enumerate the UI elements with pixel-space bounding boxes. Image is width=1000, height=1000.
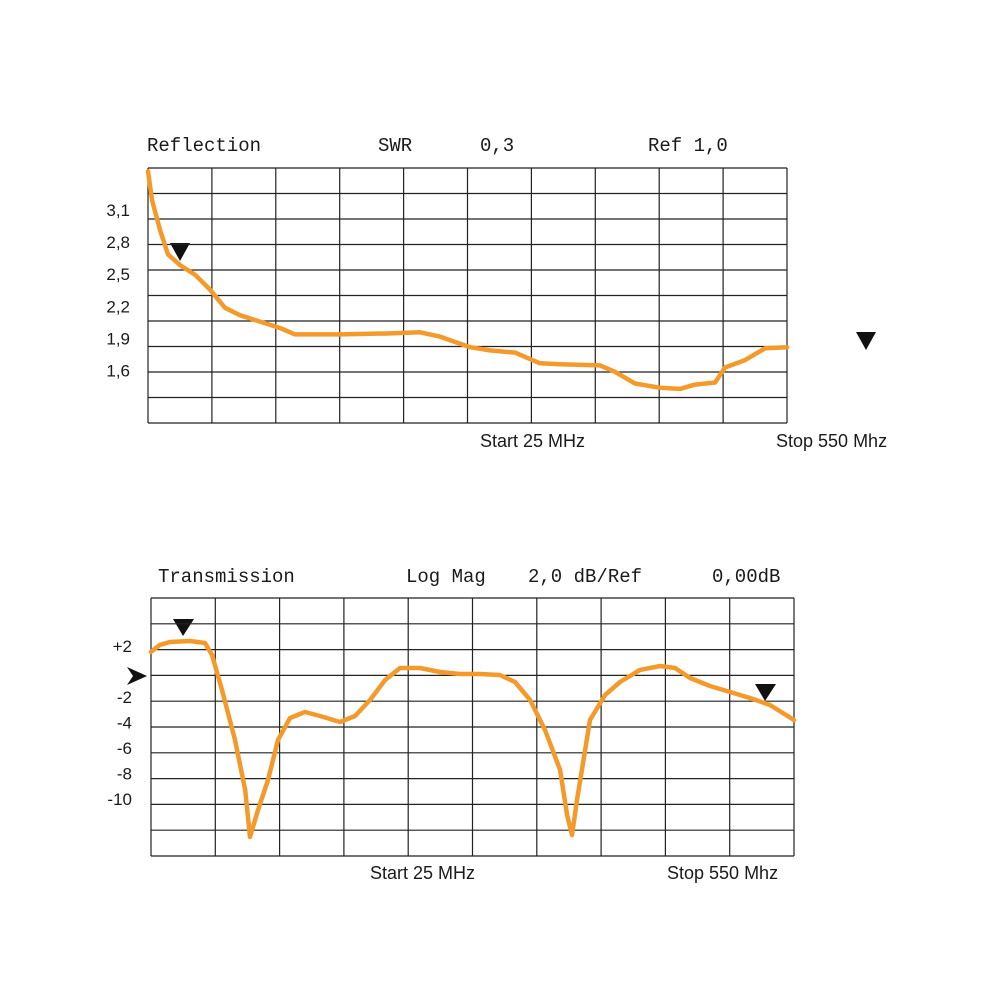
start-label: Start 25 MHz — [480, 431, 585, 451]
header-format: SWR — [378, 135, 412, 157]
start-label: Start 25 MHz — [370, 863, 475, 883]
header-format: Log Mag — [406, 566, 486, 588]
y-tick-label: 1,9 — [106, 329, 130, 348]
header-reference: Ref 1,0 — [648, 135, 728, 157]
header-title: Reflection — [147, 135, 261, 157]
y-tick-label: 2,2 — [106, 297, 130, 316]
header-reference: 0,00dB — [712, 566, 780, 588]
header-title: Transmission — [158, 566, 295, 588]
marker — [755, 684, 776, 701]
stop-label: Stop 550 Mhz — [667, 863, 778, 883]
y-tick-label: 1,6 — [106, 361, 130, 380]
y-tick-label: +2 — [113, 637, 132, 656]
y-tick-label: 2,8 — [106, 233, 130, 252]
y-tick-label: 3,1 — [106, 201, 130, 220]
y-tick-label: -10 — [107, 790, 132, 809]
y-tick-label: 2,5 — [106, 265, 130, 284]
data-line — [145, 168, 790, 392]
data-line — [148, 638, 797, 840]
marker — [170, 243, 190, 261]
y-tick-label: -2 — [117, 688, 132, 707]
stop-label: Stop 550 Mhz — [776, 431, 887, 451]
y-tick-label: -4 — [117, 713, 132, 732]
header-scale: 2,0 dB/Ref — [528, 566, 642, 588]
marker — [856, 332, 876, 350]
header-scale: 0,3 — [480, 135, 514, 157]
y-tick-label: -8 — [117, 765, 132, 784]
marker — [173, 619, 194, 636]
y-tick-label: -6 — [117, 739, 132, 758]
reference-arrow — [127, 667, 147, 685]
